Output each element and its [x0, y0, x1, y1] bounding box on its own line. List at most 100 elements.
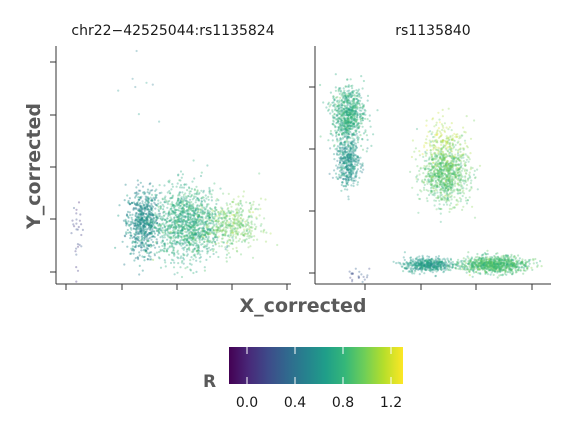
data-point — [162, 208, 165, 211]
data-point — [190, 239, 193, 242]
data-point — [437, 111, 440, 114]
data-point — [451, 134, 454, 137]
data-point — [186, 244, 189, 247]
data-point — [194, 212, 197, 215]
data-point — [462, 179, 465, 182]
data-point — [166, 235, 169, 238]
data-point — [163, 226, 166, 229]
data-point — [203, 234, 206, 237]
data-point — [348, 120, 351, 123]
data-point — [189, 221, 192, 224]
data-point — [161, 234, 164, 238]
data-point — [185, 196, 188, 199]
data-point — [168, 210, 171, 213]
data-point — [181, 229, 184, 232]
data-point — [351, 133, 355, 136]
data-point — [155, 227, 158, 230]
data-point — [143, 255, 146, 258]
data-point — [163, 244, 166, 247]
data-point — [132, 227, 135, 230]
data-point — [247, 246, 250, 249]
data-point — [235, 211, 239, 214]
data-point — [181, 207, 184, 210]
data-point — [345, 118, 348, 121]
data-point — [195, 220, 198, 223]
data-point — [461, 194, 464, 198]
data-point — [256, 238, 259, 241]
data-point — [241, 204, 244, 207]
data-point — [141, 238, 144, 241]
data-point — [350, 178, 353, 181]
data-point — [222, 192, 225, 195]
data-point — [438, 121, 441, 124]
data-point — [147, 215, 150, 218]
data-point — [205, 224, 209, 227]
data-point — [236, 220, 239, 223]
data-point — [169, 241, 172, 244]
data-point — [177, 223, 180, 227]
data-point — [225, 223, 228, 226]
data-point — [356, 141, 360, 144]
data-point — [185, 205, 188, 208]
data-point — [137, 245, 140, 248]
data-point — [176, 240, 179, 243]
data-point — [148, 204, 152, 207]
data-point — [181, 259, 184, 263]
data-point — [237, 195, 240, 198]
data-point — [232, 198, 235, 201]
data-point — [179, 213, 182, 216]
data-point — [439, 157, 442, 161]
data-point — [142, 256, 145, 259]
data-point — [197, 245, 200, 248]
data-point — [155, 196, 158, 199]
data-point — [337, 108, 340, 111]
data-point — [177, 232, 180, 235]
data-point — [168, 192, 172, 195]
data-point — [139, 196, 142, 199]
data-point — [149, 231, 152, 235]
data-point — [207, 215, 210, 218]
data-point — [199, 235, 202, 238]
data-point — [172, 232, 176, 235]
data-point — [347, 133, 350, 136]
data-point — [171, 212, 174, 216]
data-point — [145, 218, 148, 221]
data-point — [196, 203, 199, 207]
data-point — [455, 198, 458, 201]
data-point — [204, 220, 207, 223]
data-point — [350, 133, 353, 136]
data-point — [247, 222, 250, 225]
data-point — [431, 139, 434, 142]
data-point — [130, 247, 133, 250]
data-point — [168, 232, 171, 235]
data-point — [212, 220, 215, 223]
data-point — [144, 207, 147, 210]
data-point — [249, 234, 252, 237]
data-point — [209, 232, 212, 235]
data-point — [145, 219, 148, 222]
data-point — [341, 110, 344, 113]
data-point — [241, 218, 244, 222]
data-point — [148, 191, 151, 194]
data-point — [157, 215, 160, 218]
data-point — [188, 205, 191, 208]
data-point — [429, 149, 432, 152]
data-point — [335, 131, 339, 134]
data-point — [227, 223, 230, 226]
data-point — [237, 219, 240, 222]
data-point — [206, 215, 209, 218]
data-point — [338, 116, 342, 119]
data-point — [237, 220, 240, 223]
data-point — [140, 222, 143, 225]
data-point — [236, 214, 239, 217]
data-point — [139, 219, 142, 222]
data-point — [353, 123, 356, 126]
data-point — [203, 230, 206, 234]
data-point — [142, 239, 146, 242]
data-point — [168, 235, 171, 238]
data-point — [143, 219, 146, 222]
data-point — [182, 204, 186, 207]
data-point — [134, 203, 137, 206]
data-point — [205, 197, 208, 200]
data-point — [349, 121, 352, 125]
